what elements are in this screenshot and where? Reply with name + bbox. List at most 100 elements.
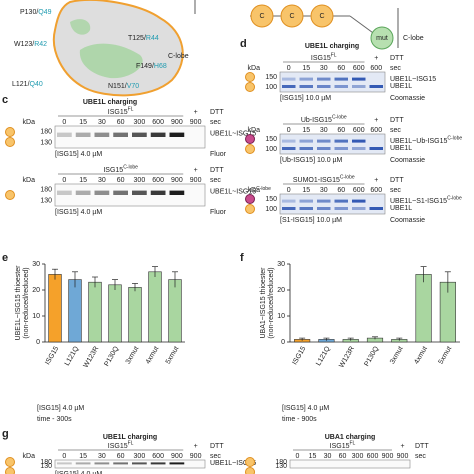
unit-label: sec (390, 127, 401, 134)
marker-label: 130 (40, 463, 52, 470)
band (75, 190, 91, 195)
band (317, 139, 331, 143)
y-axis-label: UBE1L~ISG15 thioester (15, 265, 22, 341)
dtt-time: 900 (190, 119, 202, 126)
bar (88, 281, 102, 343)
dtt-time: 900 (397, 453, 409, 460)
gel-protein: ISG15C-lobe (103, 165, 138, 174)
y-axis-label: (non-reduced/reduced) (268, 267, 275, 338)
gel-protein: ISG15FL (108, 107, 134, 116)
lane-label: 30 (320, 187, 328, 194)
band-label: UBE1L (390, 83, 412, 90)
lane-label: 0 (287, 127, 291, 134)
band-label: UBE1L (390, 205, 412, 212)
marker-label: 180 (275, 459, 287, 466)
lane-label: 0 (296, 453, 300, 460)
x-tick-label: 3xmut (125, 345, 141, 365)
dtt-label: DTT (210, 109, 224, 116)
band (299, 139, 313, 143)
lane-label: 0 (62, 177, 66, 184)
band-label-main: UBE1L (390, 145, 412, 152)
protein-icon (5, 190, 15, 200)
band (299, 77, 313, 81)
band (317, 199, 331, 203)
lane-label: 60 (339, 453, 347, 460)
bar (128, 287, 142, 343)
chart-note: [ISG15] 4.0 µM (282, 405, 329, 412)
panel-label: e (2, 252, 8, 264)
bead-label: C (259, 13, 264, 20)
gel-title: UBA1 charging (325, 434, 376, 441)
band-label-main: UBE1L~Ub-ISG15 (390, 138, 447, 145)
protein-icon (5, 467, 15, 474)
marker-label: 180 (40, 186, 52, 193)
panel-title: UBE1L charging (305, 43, 359, 50)
protein-icon (245, 467, 255, 474)
residue-human: F149/ (136, 63, 154, 70)
band (132, 190, 147, 195)
x-tick-label: L121Q (315, 345, 332, 367)
band (94, 462, 110, 465)
bar (415, 274, 432, 343)
band (57, 190, 72, 195)
band (317, 147, 331, 150)
band (282, 207, 296, 210)
concentration: [ISG15] 4.0 µM (55, 151, 102, 158)
band (132, 132, 147, 137)
gel-protein: ISG15FL (330, 441, 356, 450)
lane-label: 30 (98, 119, 106, 126)
marker-label: 100 (265, 146, 277, 153)
band (352, 147, 366, 150)
protein-icon (5, 137, 15, 147)
lane-label: 15 (302, 65, 310, 72)
band (150, 462, 166, 465)
gel (54, 183, 206, 207)
lane-label: 60 (117, 177, 125, 184)
residue-mouse: R42 (34, 41, 47, 48)
gel-protein-sup: C-lobe (332, 115, 347, 121)
bar (68, 279, 82, 343)
x-tick-label: L121Q (64, 345, 81, 367)
y-tick-label: 0 (281, 339, 285, 346)
kda-label: kDa (23, 119, 36, 126)
protein-icon (245, 134, 255, 144)
band (75, 462, 91, 465)
gel (289, 459, 411, 469)
panel-label: c (2, 94, 8, 106)
band (352, 77, 366, 81)
marker-label: 130 (40, 197, 52, 204)
band (369, 207, 383, 210)
band (113, 190, 128, 195)
y-axis-label: (non-reduced/reduced) (23, 267, 30, 338)
band (334, 207, 348, 210)
protein-icon (245, 144, 255, 154)
gel-protein-sup: FL (331, 53, 337, 59)
y-tick-label: 10 (32, 313, 40, 320)
chart-note: time - 900s (282, 416, 317, 423)
lane-label: 300 (134, 453, 146, 460)
gel-protein-sup: C-lobe (340, 175, 355, 181)
bar (108, 284, 122, 343)
detection: Coomassie (390, 95, 425, 102)
marker-label: 130 (40, 139, 52, 146)
protein-icon (245, 194, 255, 204)
gel (54, 125, 206, 149)
residue-human: T125/ (128, 35, 146, 42)
residue-label: L121/Q40 (12, 81, 43, 88)
lane-label: 600 (353, 187, 365, 194)
band (169, 190, 185, 195)
residue-label: N151/V70 (108, 83, 139, 90)
dtt-time: 900 (190, 177, 202, 184)
protein-icon (245, 204, 255, 214)
lane-label: 60 (117, 453, 125, 460)
band (299, 207, 313, 210)
band (299, 147, 313, 150)
lane-label: 0 (62, 119, 66, 126)
dtt-label: DTT (210, 443, 224, 450)
x-tick-label: 5xmut (438, 345, 454, 365)
residue-mouse: R44 (146, 35, 159, 42)
band-label-sup: C-lobe (256, 187, 271, 193)
lane-label: 60 (337, 187, 345, 194)
dtt-lane: + (374, 55, 378, 62)
